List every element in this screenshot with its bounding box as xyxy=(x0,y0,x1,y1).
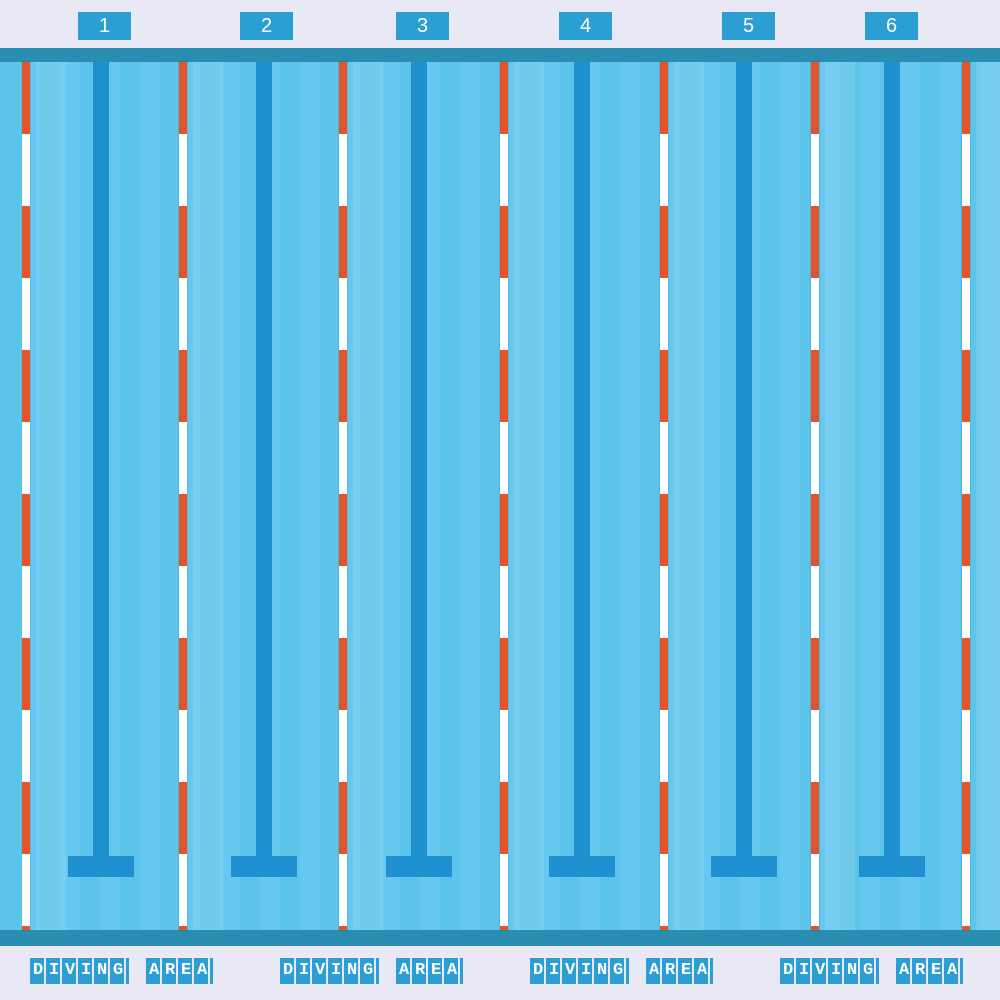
diving-area-label: AREA xyxy=(896,958,964,984)
lane-marking-end xyxy=(68,856,134,877)
lane-number: 4 xyxy=(556,12,612,40)
lane-marking-end xyxy=(711,856,777,877)
lane-marking xyxy=(93,62,109,862)
diving-area-label: DIVING xyxy=(530,958,630,984)
lane-shade xyxy=(193,62,223,930)
lane-rope xyxy=(811,62,819,930)
lane-rope xyxy=(660,62,668,930)
lane-number: 3 xyxy=(393,12,449,40)
lane-rope xyxy=(339,62,347,930)
lane-rope xyxy=(500,62,508,930)
top-edge xyxy=(0,48,1000,62)
lane-marking xyxy=(574,62,590,862)
lane-marking-end xyxy=(549,856,615,877)
lane-number: 5 xyxy=(719,12,775,40)
lane-marking xyxy=(411,62,427,862)
lane-shade xyxy=(825,62,855,930)
lane-shade xyxy=(514,62,544,930)
diving-area-label: DIVING xyxy=(780,958,880,984)
lane-rope xyxy=(22,62,30,930)
lane-shade xyxy=(976,62,1000,930)
lane-number: 2 xyxy=(237,12,293,40)
lane-marking-end xyxy=(386,856,452,877)
lane-marking-end xyxy=(231,856,297,877)
lane-rope xyxy=(179,62,187,930)
diving-area-label: DIVING xyxy=(280,958,380,984)
lane-marking xyxy=(884,62,900,862)
diving-area-label: AREA xyxy=(646,958,714,984)
diving-area-label: DIVING xyxy=(30,958,130,984)
lane-marking xyxy=(256,62,272,862)
lane-number: 1 xyxy=(75,12,131,40)
lane-marking-end xyxy=(859,856,925,877)
lane-number: 6 xyxy=(862,12,918,40)
diving-area-label: AREA xyxy=(146,958,214,984)
lane-shade xyxy=(36,62,66,930)
lane-marking xyxy=(736,62,752,862)
bottom-edge xyxy=(0,930,1000,946)
diving-area-label: AREA xyxy=(396,958,464,984)
lane-shade xyxy=(674,62,704,930)
lane-rope xyxy=(962,62,970,930)
lane-shade xyxy=(353,62,383,930)
